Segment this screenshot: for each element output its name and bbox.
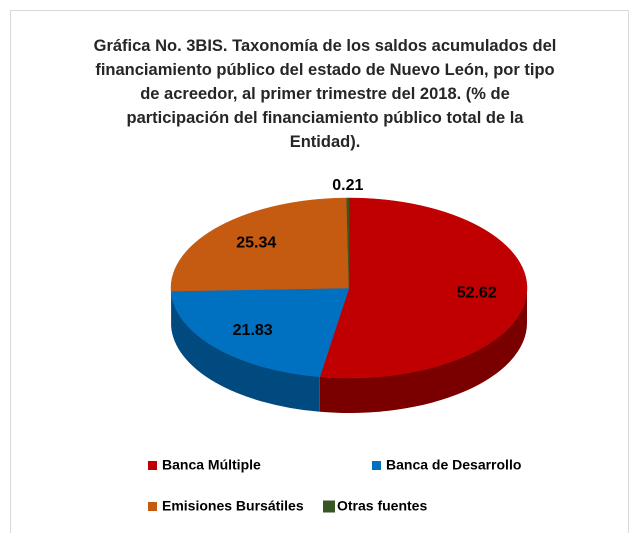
legend-marker <box>323 500 335 513</box>
slice <box>170 197 350 292</box>
legend-marker <box>148 502 157 511</box>
legend-label: Otras fuentes <box>337 498 427 514</box>
legend-marker <box>372 461 381 470</box>
slice-side <box>319 288 527 413</box>
chart-border <box>10 10 629 533</box>
slice <box>319 197 528 379</box>
data-label: 25.34 <box>236 235 276 252</box>
legend-label: Banca Múltiple <box>162 457 261 473</box>
legend-label: Emisiones Bursátiles <box>162 498 304 514</box>
legend-marker <box>148 461 157 470</box>
data-label: 52.62 <box>457 285 497 302</box>
chart-title: Gráfica No. 3BIS. Taxonomía de los saldo… <box>93 37 557 151</box>
slice <box>346 197 350 289</box>
slice-side <box>171 291 320 412</box>
legend-label: Banca de Desarrollo <box>386 457 521 473</box>
data-label: 21.83 <box>233 322 273 339</box>
data-label: 0.21 <box>332 177 363 194</box>
slice <box>170 287 350 378</box>
